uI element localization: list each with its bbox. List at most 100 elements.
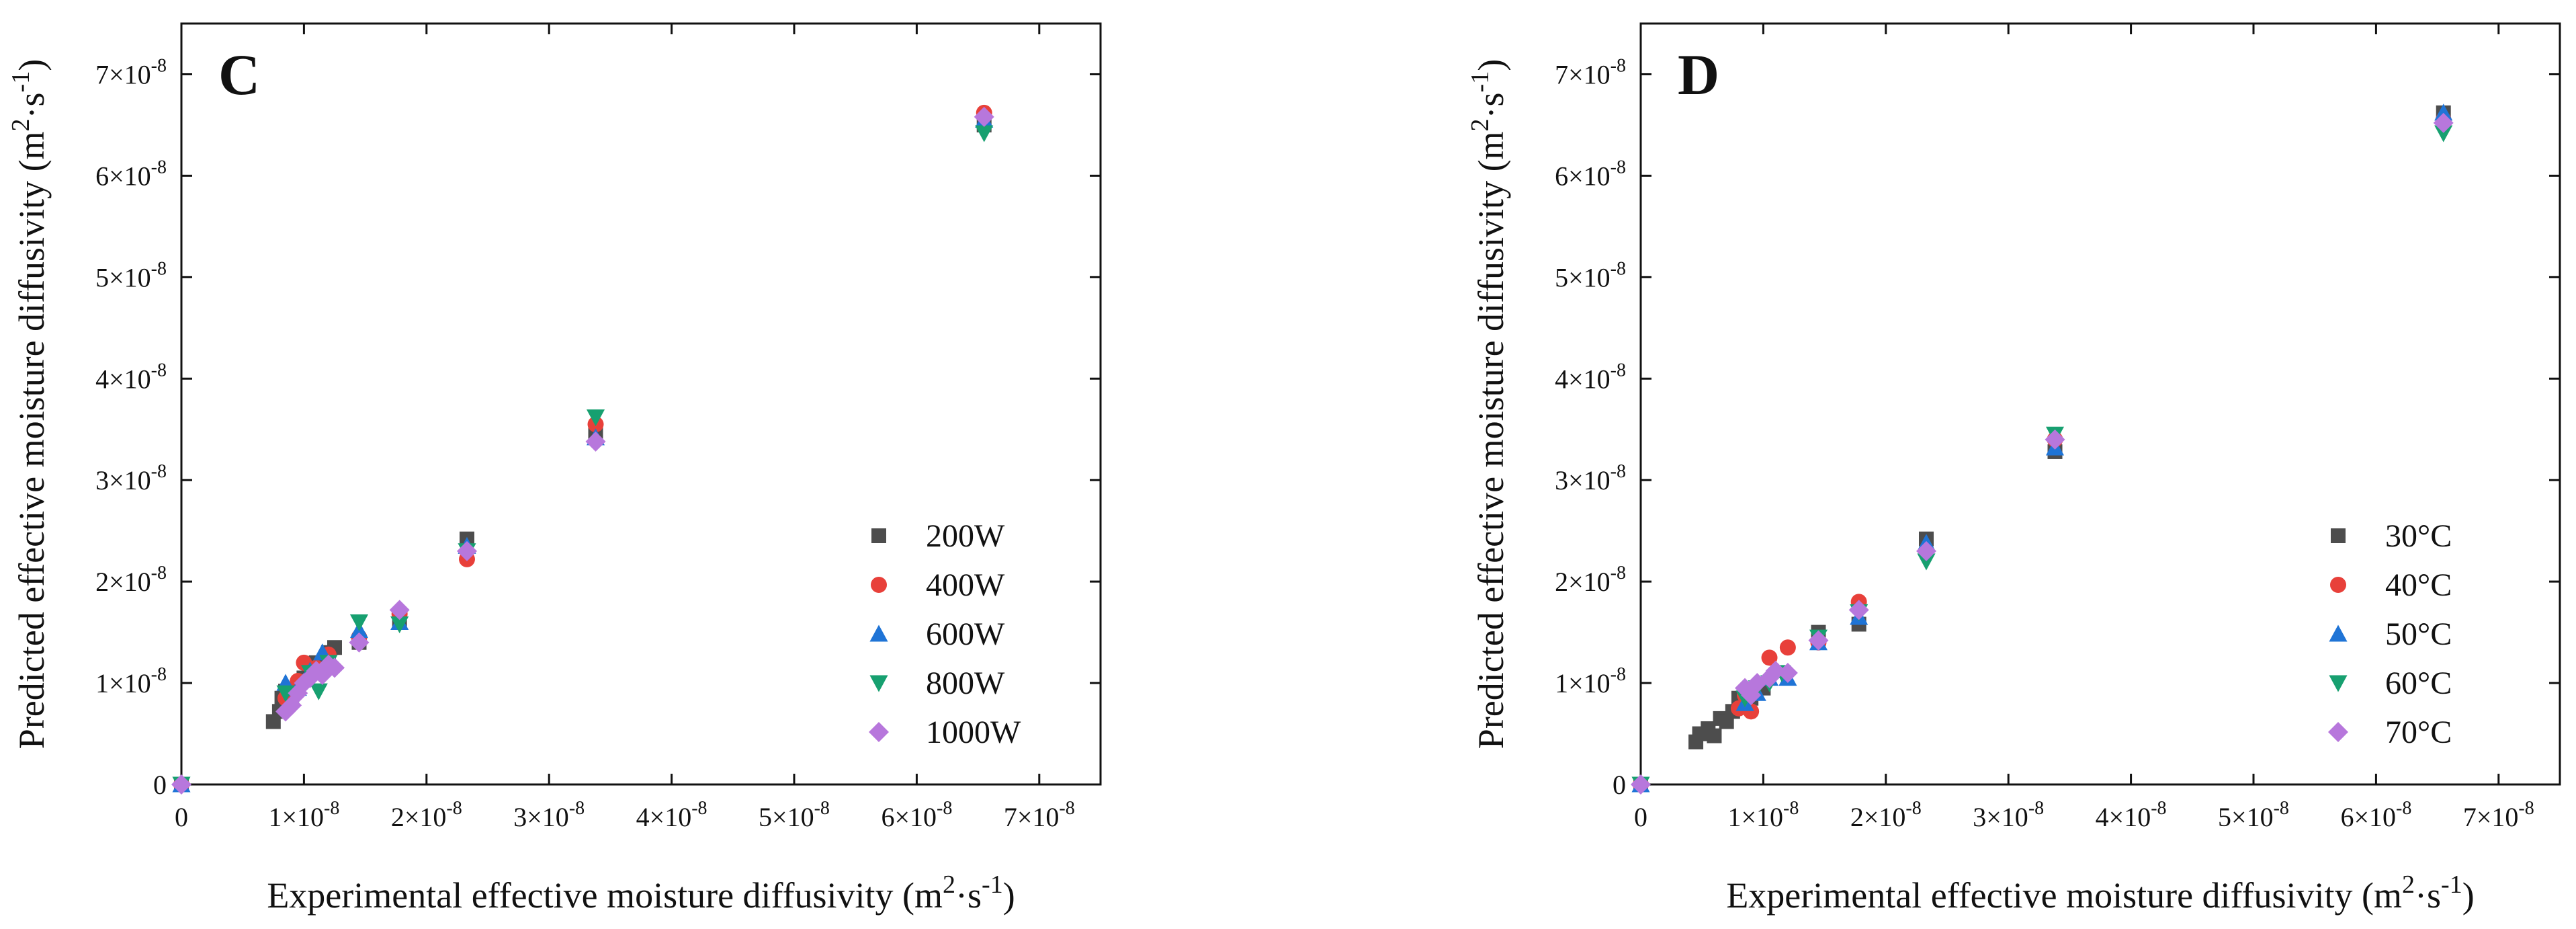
y-tick-exponent: -8 [1611, 258, 1626, 279]
legend-label: 1000W [926, 715, 1021, 750]
data-point: 70°C: (3.38×10^-8, 3.40×10^-8) [2045, 429, 2065, 450]
data-point: 1000W: (6.55×10^-8, 6.58×10^-8) [974, 106, 994, 127]
legend-label: 600W [926, 616, 1005, 652]
x-tick-base: 3×10 [513, 802, 569, 832]
x-tick-exponent: -8 [446, 798, 462, 819]
x-title-text: ·s [955, 875, 982, 916]
y-tick-label: 3×10-8 [1555, 461, 1626, 495]
y-title-sup: -1 [7, 71, 35, 93]
data-point: 800W: (1.78×10^-8, 1.58×10^-8) [390, 616, 409, 634]
x-tick-label: 5×10-8 [2218, 798, 2289, 832]
data-point: 70°C: (1.20×10^-8, 1.10×10^-8) [1777, 662, 1798, 683]
x-tick-label: 2×10-8 [391, 798, 462, 832]
x-title-text: Experimental effective moisture diffusiv… [267, 875, 943, 916]
data-point: 70°C: (1.10×10^-8, 1.12×10^-8) [1765, 660, 1786, 681]
data-point: 50°C: (6.55×10^-8, 6.62×10^-8) [2434, 104, 2453, 121]
y-title-text: ·s [1471, 92, 1511, 118]
data-point: 1000W: (3.38×10^-8, 3.38×10^-8) [585, 431, 606, 452]
y-tick-label: 0 [1613, 770, 1626, 800]
y-tick-base: 1×10 [1555, 668, 1611, 698]
x-tick-label: 7×10-8 [1004, 798, 1075, 832]
x-tick-label: 4×10-8 [2096, 798, 2167, 832]
data-point: 70°C: (1.78×10^-8, 1.72×10^-8) [1848, 600, 1869, 620]
data-point: 60°C: (2.33×10^-8, 2.20×10^-8) [1917, 553, 1936, 571]
x-axis-title: Experimental effective moisture diffusiv… [1726, 871, 2474, 916]
x-tick-base: 0 [175, 802, 188, 832]
y-title-sup: 2 [7, 118, 35, 131]
data-point: 40°C: (1.20×10^-8, 1.35×10^-8) [1779, 639, 1796, 656]
y-tick-base: 0 [153, 770, 167, 800]
panel-label: D [1678, 42, 1719, 107]
y-tick-exponent: -8 [151, 157, 167, 177]
y-tick-label: 6×10-8 [95, 157, 167, 191]
series-4: 1000W: (0.00×10^-8, 0.00×10^-8) 1000W: (0… [171, 106, 994, 795]
y-title-text: ·s [11, 92, 52, 118]
x-title-sup: 2 [943, 871, 955, 899]
x-tick-exponent: -8 [324, 798, 339, 819]
x-axis-title: Experimental effective moisture diffusiv… [267, 871, 1015, 916]
data-point: 60°C: (6.55×10^-8, 6.42×10^-8) [2434, 125, 2453, 143]
x-tick-base: 1×10 [1727, 802, 1783, 832]
x-tick-base: 7×10 [1004, 802, 1060, 832]
y-tick-label: 1×10-8 [95, 664, 167, 698]
y-tick-base: 0 [1613, 770, 1626, 800]
legend-label: 30°C [2385, 518, 2452, 554]
y-tick-label: 6×10-8 [1555, 157, 1626, 191]
legend-label: 60°C [2385, 665, 2452, 701]
y-tick-label: 4×10-8 [1555, 360, 1626, 394]
y-tick-base: 2×10 [1555, 567, 1611, 597]
data-point: 1000W: (1.25×10^-8, 1.15×10^-8) [325, 657, 345, 678]
y-tick-exponent: -8 [151, 258, 167, 279]
x-tick-exponent: -8 [569, 798, 585, 819]
legend-marker [2328, 722, 2348, 742]
x-title-sup: -1 [2441, 871, 2462, 899]
x-tick-exponent: -8 [937, 798, 952, 819]
x-tick-exponent: -8 [1905, 798, 1921, 819]
legend-label: 800W [926, 665, 1005, 701]
x-tick-base: 2×10 [1850, 802, 1906, 832]
legend-label: 400W [926, 567, 1005, 603]
y-tick-exponent: -8 [151, 664, 167, 685]
y-tick-exponent: -8 [151, 461, 167, 482]
y-title-text: Predicted effective moisture diffusivity… [1471, 131, 1511, 749]
data-point: 70°C: (2.33×10^-8, 2.30×10^-8) [1916, 540, 1936, 561]
data-point: 1000W: (0.00×10^-8, 0.00×10^-8) [171, 774, 191, 795]
data-point: 1000W: (0.95×10^-8, 0.90×10^-8) [288, 683, 308, 704]
data-point: 800W: (3.38×10^-8, 3.62×10^-8) [586, 409, 605, 427]
x-tick-label: 0 [175, 802, 188, 832]
y-tick-label: 2×10-8 [1555, 563, 1626, 597]
plot-frame [180, 22, 1102, 786]
x-tick-base: 2×10 [391, 802, 447, 832]
y-tick-exponent: -8 [151, 55, 167, 76]
y-tick-exponent: -8 [1611, 664, 1626, 685]
legend-marker [2329, 624, 2348, 642]
legend-marker [2330, 577, 2346, 593]
legend-marker [2331, 528, 2346, 543]
y-tick-label: 7×10-8 [1555, 55, 1626, 89]
legend-marker [871, 577, 887, 593]
legend-label: 70°C [2385, 715, 2452, 750]
y-tick-base: 5×10 [95, 262, 151, 292]
x-tick-exponent: -8 [814, 798, 830, 819]
y-title-text: ) [11, 59, 52, 71]
x-tick-exponent: -8 [1783, 798, 1799, 819]
y-tick-label: 5×10-8 [1555, 258, 1626, 292]
y-tick-base: 7×10 [1555, 59, 1611, 89]
legend: 30°C 40°C 50°C 60°C 70°C [2328, 518, 2452, 750]
x-tick-exponent: -8 [2151, 798, 2166, 819]
y-axis-title: Predicted effective moisture diffusivity… [1466, 59, 1511, 749]
y-tick-exponent: -8 [1611, 157, 1626, 177]
data-point: 40°C: (1.05×10^-8, 1.25×10^-8) [1761, 649, 1778, 666]
x-title-text: Experimental effective moisture diffusiv… [1726, 875, 2402, 916]
y-tick-base: 5×10 [1555, 262, 1611, 292]
x-tick-base: 5×10 [2218, 802, 2274, 832]
y-tick-exponent: -8 [151, 563, 167, 583]
data-point: 1000W: (2.33×10^-8, 2.30×10^-8) [456, 540, 477, 561]
x-tick-base: 5×10 [759, 802, 814, 832]
data-point: 1000W: (1.78×10^-8, 1.72×10^-8) [389, 600, 410, 620]
legend-marker [869, 624, 888, 642]
y-title-text: ) [1471, 59, 1511, 71]
x-tick-base: 4×10 [636, 802, 692, 832]
legend-marker [869, 675, 888, 692]
panel-label: C [218, 42, 260, 107]
